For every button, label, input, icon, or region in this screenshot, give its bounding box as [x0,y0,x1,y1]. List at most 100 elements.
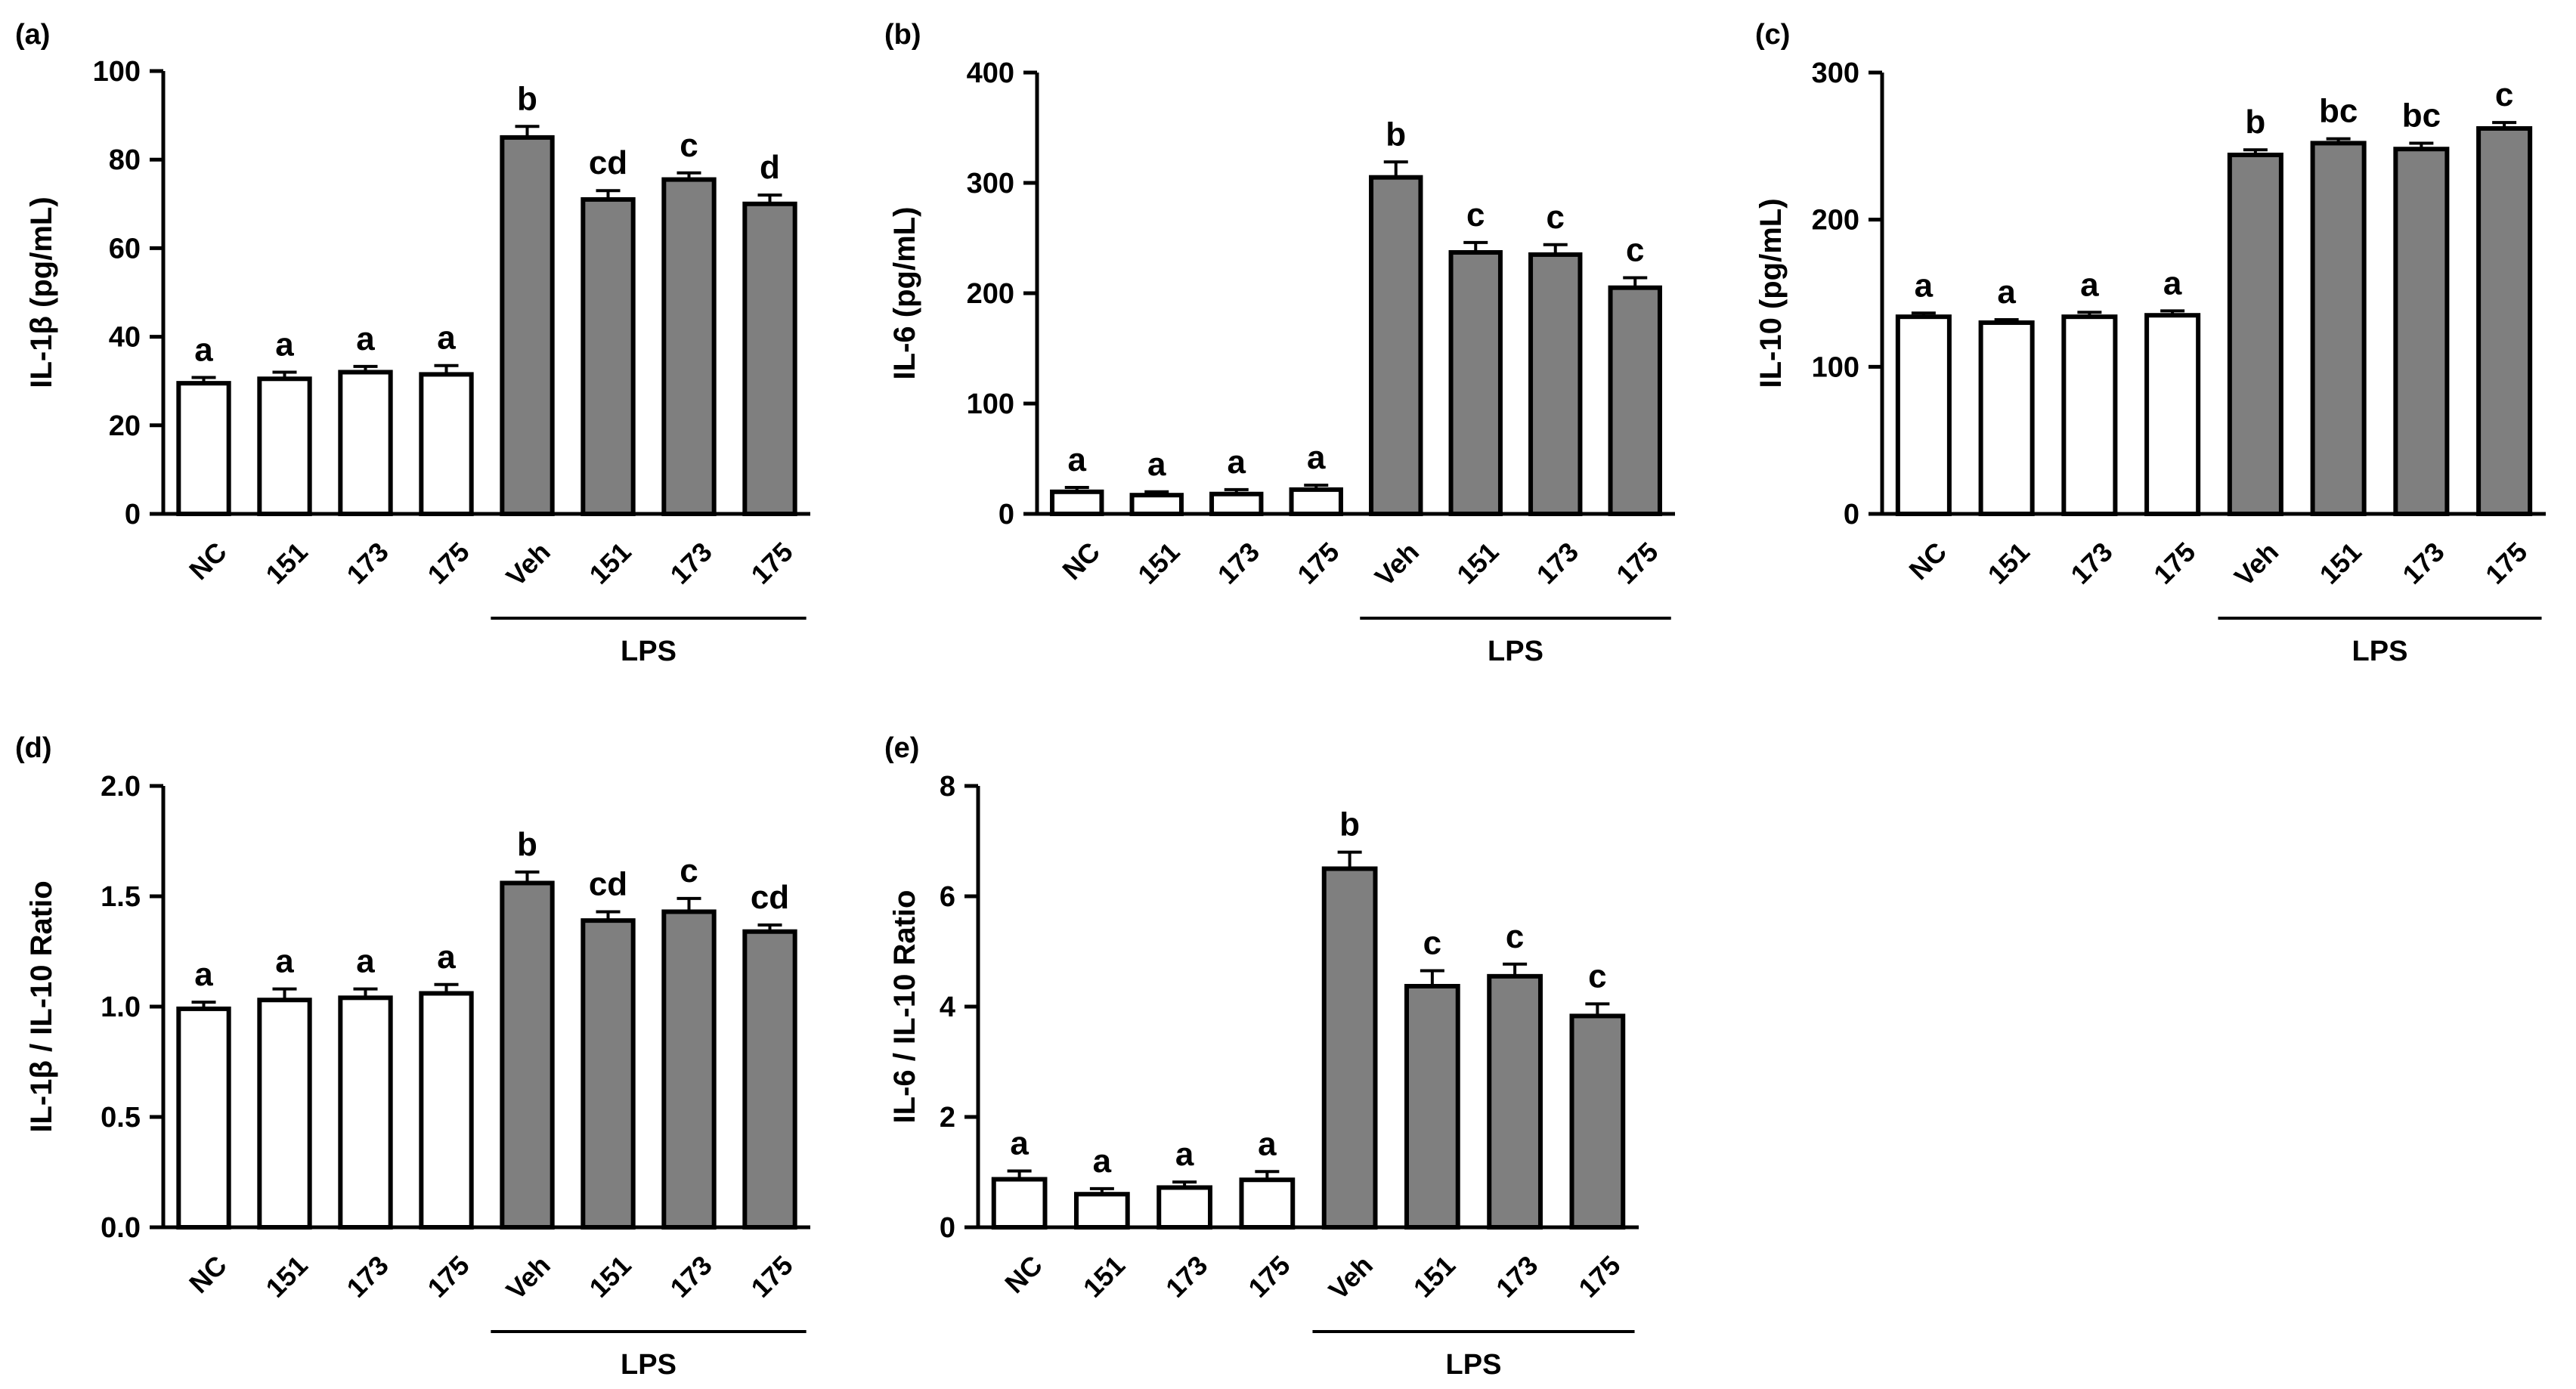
y-tick-label: 0 [940,1212,955,1244]
panel-label: (d) [15,732,52,764]
bar-175 [742,929,797,1230]
significance-letter: a [1010,1125,1029,1162]
significance-letter: bc [2402,97,2441,134]
significance-letter: b [517,80,537,117]
panel-d: (d) 0.0 0.5 1.0 1.5 2.0 IL-1β / IL-10 Ratio a NC… [15,732,810,1381]
y-axis-title: IL-1β / IL-10 Ratio [25,880,58,1132]
significance-letter: a [275,943,294,980]
significance-letter: c [680,852,698,889]
significance-letter: c [1466,196,1485,234]
bar-151 [581,918,636,1230]
bar-175 [742,201,797,516]
y-tick-label: 60 [109,233,141,264]
category-label: 151 [2313,536,2367,589]
y-axis-title: IL-6 / IL-10 Ratio [888,890,921,1124]
bar-veh [1369,175,1423,516]
category-label: 151 [1981,536,2035,589]
panel-c: (c) 0 100 200 300 IL-10 (pg/mL) a NC a 151 a 173 a 17… [1754,19,2546,667]
bar-nc [991,1177,1048,1230]
y-tick-label: 300 [1812,57,1859,89]
bar-173 [1487,973,1543,1230]
significance-letter: b [2245,104,2265,141]
significance-letter: c [1506,918,1524,955]
bar-173 [1156,1185,1212,1230]
significance-letter: c [1423,925,1441,962]
y-tick-label: 0 [125,499,141,531]
category-label: 175 [421,536,475,589]
bar-nc [1050,489,1104,516]
category-label: 173 [664,1249,717,1303]
category-label: 151 [259,536,313,589]
bar-151 [1978,320,2035,516]
category-label: NC [1903,536,1952,586]
significance-letter: a [1258,1125,1277,1162]
significance-letter: a [1175,1136,1194,1173]
bar-173 [338,370,393,517]
significance-letter: a [356,943,375,980]
bar-veh [1321,866,1378,1230]
category-label: Veh [1369,536,1425,592]
y-tick-label: 2.0 [101,771,141,803]
panel-label: (c) [1755,19,1790,51]
bar-175 [1239,1177,1296,1230]
category-label: 151 [1132,536,1185,589]
significance-letter: b [1339,806,1360,843]
y-tick-label: 20 [109,410,141,442]
category-label: 173 [1490,1249,1543,1303]
y-axis-title: IL-10 (pg/mL) [1754,198,1788,388]
y-tick-label: 1.5 [101,881,141,913]
category-label: 175 [1610,536,1664,589]
lps-group-label: LPS [621,636,677,667]
category-label: 173 [340,1249,394,1303]
bar-151 [257,998,312,1230]
bar-175 [1569,1013,1626,1230]
category-label: 175 [1291,536,1345,589]
bar-173 [338,995,393,1230]
significance-letter: a [1228,444,1246,481]
panel-label: (e) [884,732,919,764]
category-label: 151 [259,1249,313,1303]
y-tick-label: 0.0 [101,1212,141,1244]
y-tick-label: 80 [109,144,141,176]
panel-label: (b) [884,19,921,51]
lps-group-label: LPS [1488,636,1543,667]
lps-group-label: LPS [2352,636,2408,667]
significance-letter: b [1386,116,1406,153]
category-label: 173 [1160,1249,1213,1303]
category-label: Veh [500,1249,556,1305]
significance-letter: d [760,149,780,186]
significance-letter: a [437,939,456,976]
category-label: 151 [583,1249,636,1303]
category-label: 173 [1531,536,1584,589]
significance-letter: a [194,332,213,369]
category-label: 175 [745,536,798,589]
bar-veh [500,880,555,1230]
bar-151 [257,376,312,516]
y-tick-label: 0 [999,499,1014,531]
category-label: 175 [2479,536,2533,589]
bar-175 [2144,313,2201,516]
significance-letter: a [275,326,294,363]
y-tick-label: 400 [967,57,1014,89]
category-label: 151 [1451,536,1504,589]
significance-letter: bc [2319,93,2358,130]
significance-letter: a [1307,439,1326,476]
panel-b: (b) 0 100 200 300 400 IL-6 (pg/mL) a NC a 151 a 173 a… [884,19,1675,667]
category-label: 175 [1572,1249,1626,1303]
significance-letter: c [1626,232,1644,269]
y-tick-label: 2 [940,1102,955,1134]
category-label: Veh [2228,536,2284,592]
category-label: 173 [1212,536,1265,589]
category-label: 151 [1407,1249,1461,1303]
category-label: 173 [2064,536,2118,589]
category-label: 151 [583,536,636,589]
bar-nc [176,1006,231,1230]
bar-151 [1074,1192,1130,1230]
significance-letter: b [517,826,537,863]
category-label: Veh [1323,1249,1379,1305]
panel-label: (a) [15,19,50,51]
category-label: 175 [421,1249,475,1303]
y-tick-label: 200 [1812,205,1859,237]
significance-letter: c [1547,199,1565,236]
